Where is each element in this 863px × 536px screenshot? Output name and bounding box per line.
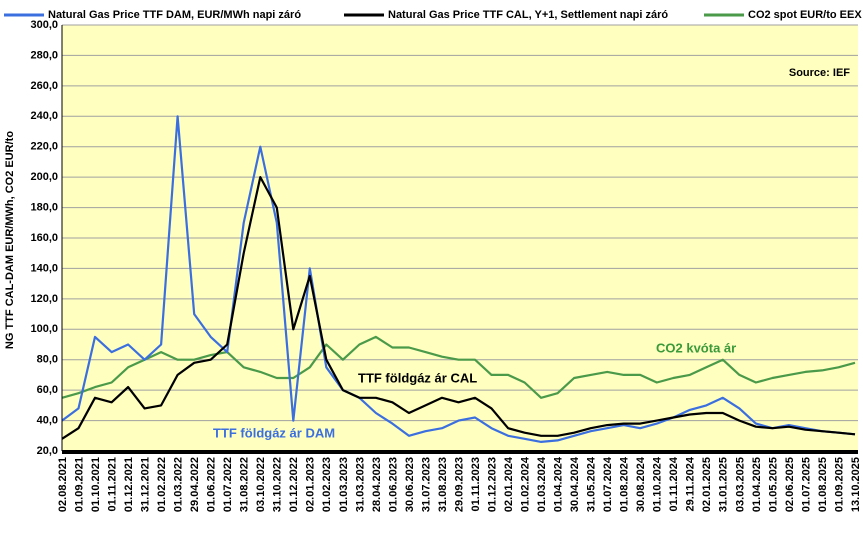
x-tick-label: 01.06.2023 bbox=[387, 457, 399, 512]
series-line bbox=[61, 335, 856, 399]
annotation: TTF földgáz ár DAM bbox=[213, 425, 335, 440]
annotation: CO2 kvóta ár bbox=[656, 340, 736, 355]
x-tick-label: 01.12.2022 bbox=[288, 457, 300, 512]
x-tick-label: 02.01.2025 bbox=[701, 457, 713, 512]
y-tick-label: 180,0 bbox=[30, 201, 58, 213]
y-tick-label: 120,0 bbox=[30, 293, 58, 305]
y-tick-label: 40,0 bbox=[37, 414, 58, 426]
x-tick-label: 01.10.2024 bbox=[652, 456, 664, 512]
y-tick-label: 280,0 bbox=[30, 49, 58, 61]
y-tick-label: 240,0 bbox=[30, 110, 58, 122]
x-tick-label: 31.01.2025 bbox=[718, 457, 730, 512]
y-tick-label: 140,0 bbox=[30, 262, 58, 274]
x-tick-label: 31.05.2024 bbox=[586, 456, 598, 512]
x-tick-label: 01.02.2024 bbox=[519, 456, 531, 512]
x-tick-label: 29.09.2023 bbox=[453, 457, 465, 512]
y-tick-label: 220,0 bbox=[30, 141, 58, 153]
legend-label: Natural Gas Price TTF CAL, Y+1, Settleme… bbox=[388, 9, 668, 21]
x-tick-label: 01.11.2024 bbox=[668, 456, 680, 511]
x-tick-label: 31.08.2022 bbox=[239, 457, 251, 512]
x-tick-label: 01.03.2024 bbox=[536, 456, 548, 512]
x-tick-label: 01.08.2024 bbox=[619, 456, 631, 512]
x-tick-label: 13.10.2025 bbox=[850, 457, 862, 512]
x-tick-label: 03.10.2022 bbox=[255, 457, 267, 512]
x-tick-label: 29.11.2024 bbox=[685, 456, 697, 511]
x-axis bbox=[62, 450, 858, 454]
y-tick-label: 60,0 bbox=[37, 384, 58, 396]
x-tick-label: 01.09.2021 bbox=[73, 457, 85, 512]
x-tick-label: 29.04.2022 bbox=[189, 457, 201, 512]
x-tick-label: 31.08.2023 bbox=[437, 457, 449, 512]
y-tick-label: 200,0 bbox=[30, 171, 58, 183]
x-tick-label: 31.10.2022 bbox=[272, 457, 284, 512]
x-tick-label: 01.08.2025 bbox=[817, 457, 829, 512]
x-tick-label: 01.04.2025 bbox=[751, 457, 763, 512]
legend-label: CO2 spot EUR/to EEX bbox=[748, 9, 862, 21]
x-tick-label: 01.12.2021 bbox=[123, 457, 135, 512]
y-tick-label: 80,0 bbox=[37, 354, 58, 366]
x-tick-label: 01.04.2024 bbox=[553, 456, 565, 512]
x-tick-label: 01.07.2025 bbox=[800, 457, 812, 512]
x-tick-label: 02.01.2023 bbox=[305, 457, 317, 512]
y-tick-label: 100,0 bbox=[30, 323, 58, 335]
x-tick-label: 30.04.2024 bbox=[569, 456, 581, 512]
x-tick-label: 01.03.2023 bbox=[338, 457, 350, 512]
x-tick-label: 01.09.2025 bbox=[833, 457, 845, 512]
x-tick-label: 31.07.2023 bbox=[420, 457, 432, 512]
x-tick-label: 01.02.2023 bbox=[321, 457, 333, 512]
x-tick-label: 28.04.2023 bbox=[371, 457, 383, 512]
x-tick-label: 01.02.2022 bbox=[156, 457, 168, 512]
source: Source: IEF bbox=[789, 67, 850, 79]
x-tick-label: 02.06.2025 bbox=[784, 457, 796, 512]
legend-label: Natural Gas Price TTF DAM, EUR/MWh napi … bbox=[48, 9, 301, 21]
x-tick-label: 30.06.2023 bbox=[404, 457, 416, 512]
annotation: TTF földgáz ár CAL bbox=[358, 370, 477, 385]
y-axis-label: NG TTF CAL-DAM EUR/MWh, CO2 EUR/to bbox=[4, 131, 16, 349]
x-tick-label: 01.06.2022 bbox=[206, 457, 218, 512]
x-tick-label: 03.03.2025 bbox=[734, 457, 746, 512]
x-tick-label: 01.11.2023 bbox=[470, 457, 482, 511]
x-tick-label: 01.05.2025 bbox=[767, 457, 779, 512]
x-tick-label: 31.12.2021 bbox=[140, 457, 152, 512]
y-tick-label: 300,0 bbox=[30, 19, 58, 31]
y-tick-label: 260,0 bbox=[30, 80, 58, 92]
x-tick-label: 01.07.2022 bbox=[222, 457, 234, 512]
x-tick-label: 31.03.2023 bbox=[354, 457, 366, 512]
y-tick-label: 160,0 bbox=[30, 232, 58, 244]
series-line bbox=[61, 115, 856, 443]
x-tick-label: 01.11.2021 bbox=[106, 457, 118, 511]
series-line bbox=[61, 176, 856, 440]
x-tick-label: 01.10.2021 bbox=[90, 457, 102, 512]
x-tick-label: 02.01.2024 bbox=[503, 456, 515, 512]
x-tick-label: 30.08.2024 bbox=[635, 456, 647, 512]
y-tick-label: 20,0 bbox=[37, 445, 58, 457]
x-tick-label: 01.07.2024 bbox=[602, 456, 614, 512]
x-tick-label: 01.12.2023 bbox=[486, 457, 498, 512]
x-tick-label: 02.08.2021 bbox=[57, 457, 69, 512]
x-tick-label: 01.03.2022 bbox=[173, 457, 185, 512]
